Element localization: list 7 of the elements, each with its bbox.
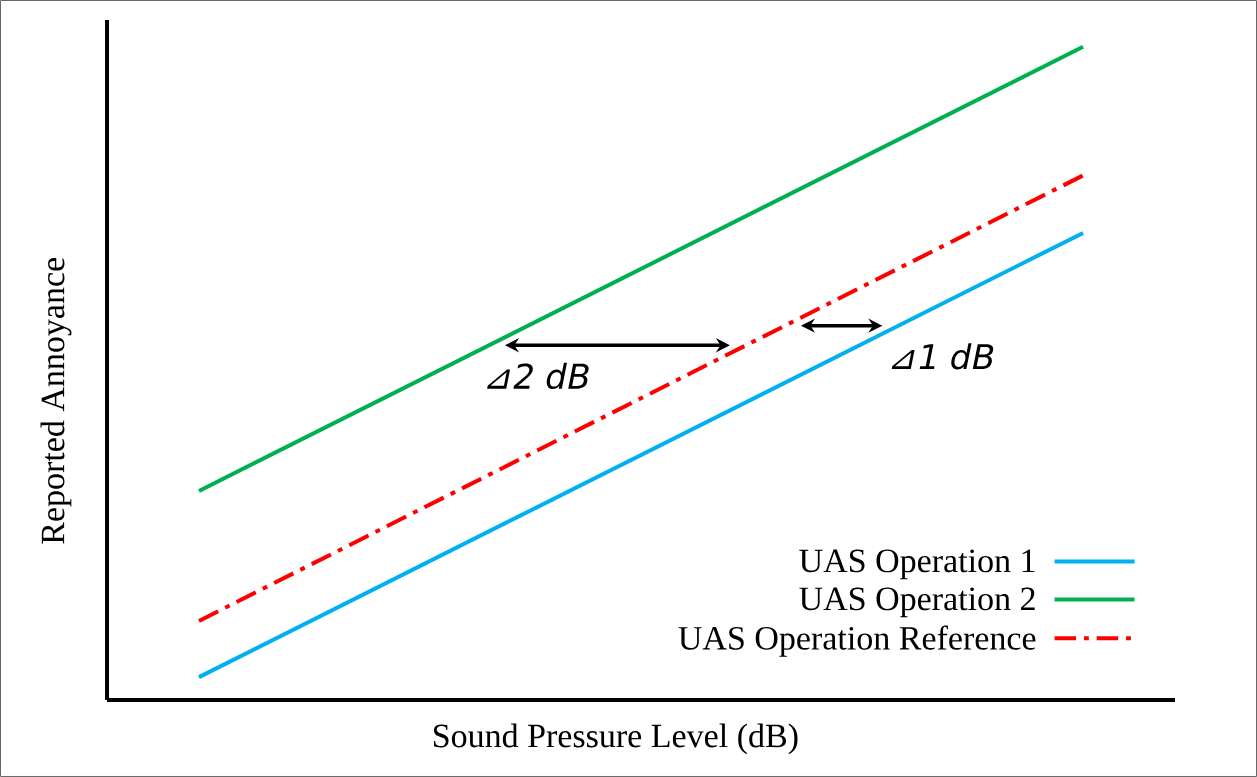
legend-label: UAS Operation 1 xyxy=(799,549,1035,580)
legend-label: UAS Operation Reference xyxy=(678,625,1036,657)
y-axis-title: Reported Annoyance xyxy=(40,258,72,544)
x-axis-title: Sound Pressure Level (dB) xyxy=(434,723,798,755)
annotation: ⊿2 dB xyxy=(487,362,589,390)
annotation: ⊿1 dB xyxy=(891,343,994,370)
legend-label: UAS Operation 2 xyxy=(799,587,1035,618)
